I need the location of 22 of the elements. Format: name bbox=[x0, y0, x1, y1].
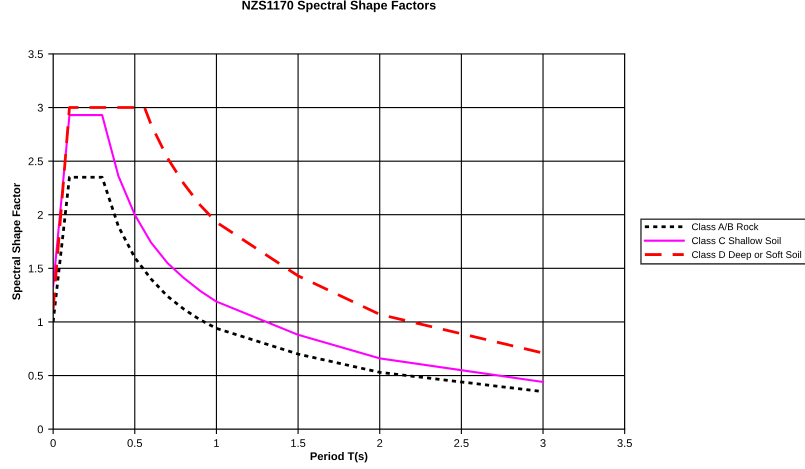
y-tick-label: 3.5 bbox=[28, 50, 43, 58]
y-tick-label: 2 bbox=[38, 211, 43, 219]
y-tick-label: 1.5 bbox=[28, 264, 43, 272]
x-tick-label: 3 bbox=[540, 439, 546, 448]
x-tick-label: 1 bbox=[214, 439, 219, 447]
y-tick-label: 3 bbox=[38, 104, 43, 112]
legend-label: Class C Shallow Soil bbox=[692, 237, 781, 244]
chart-title: NZS1170 Spectral Shape Factors bbox=[242, 0, 436, 12]
legend-label: Class D Deep or Soft Soil bbox=[692, 250, 802, 260]
y-tick-label: 0 bbox=[38, 425, 43, 434]
x-tick-label: 1.5 bbox=[291, 439, 306, 448]
x-axis-title: Period T(s) bbox=[310, 452, 368, 462]
y-tick-label: 1 bbox=[38, 318, 43, 326]
y-tick-label: 2.5 bbox=[28, 157, 43, 166]
x-tick-label: 2.5 bbox=[454, 439, 469, 448]
x-tick-label: 3.5 bbox=[617, 439, 632, 448]
x-tick-label: 0.5 bbox=[127, 439, 142, 448]
x-tick-label: 2 bbox=[377, 439, 382, 447]
legend-label: Class A/B Rock bbox=[692, 223, 759, 230]
y-tick-label: 0.5 bbox=[28, 372, 43, 380]
y-axis-title: Spectral Shape Factor bbox=[12, 183, 22, 300]
x-tick-label: 0 bbox=[50, 439, 56, 448]
